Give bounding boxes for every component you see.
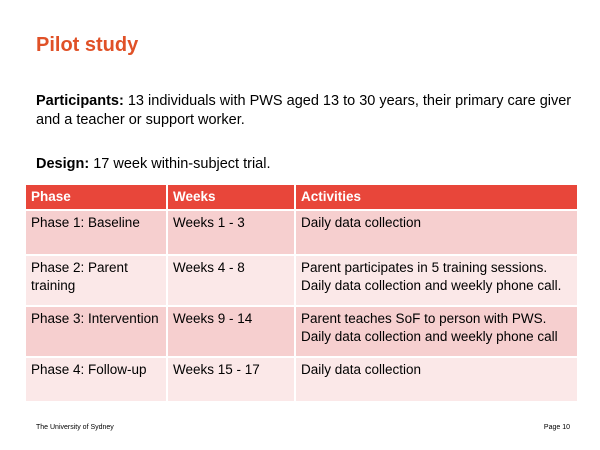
footer-university: The University of Sydney bbox=[36, 424, 114, 431]
table-header-row: Phase Weeks Activities bbox=[24, 183, 579, 211]
design-text: 17 week within-subject trial. bbox=[89, 156, 271, 172]
header-phase: Phase bbox=[24, 183, 168, 211]
cell-weeks: Weeks 1 - 3 bbox=[166, 209, 296, 256]
cell-phase: Phase 3: Intervention bbox=[24, 305, 168, 358]
participants-paragraph: Participants: 13 individuals with PWS ag… bbox=[36, 92, 576, 130]
slide-title: Pilot study bbox=[36, 34, 139, 56]
header-activities: Activities bbox=[294, 183, 579, 211]
design-paragraph: Design: 17 week within-subject trial. bbox=[36, 155, 576, 174]
cell-activities: Daily data collection bbox=[294, 209, 579, 256]
footer-page-number: Page 10 bbox=[543, 424, 570, 431]
cell-activities: Parent participates in 5 training sessio… bbox=[294, 254, 579, 307]
table-row: Phase 4: Follow-up Weeks 15 - 17 Daily d… bbox=[24, 356, 579, 403]
cell-phase: Phase 2: Parent training bbox=[24, 254, 168, 307]
participants-text: 13 individuals with PWS aged 13 to 30 ye… bbox=[36, 93, 572, 128]
cell-activities: Parent teaches SoF to person with PWS. D… bbox=[294, 305, 579, 358]
table-row: Phase 2: Parent training Weeks 4 - 8 Par… bbox=[24, 254, 579, 307]
cell-weeks: Weeks 15 - 17 bbox=[166, 356, 296, 403]
design-label: Design: bbox=[36, 156, 90, 172]
table-row: Phase 1: Baseline Weeks 1 - 3 Daily data… bbox=[24, 209, 579, 256]
cell-weeks: Weeks 9 - 14 bbox=[166, 305, 296, 358]
cell-activities: Daily data collection bbox=[294, 356, 579, 403]
participants-label: Participants: bbox=[36, 93, 124, 109]
cell-phase: Phase 1: Baseline bbox=[24, 209, 168, 256]
cell-weeks: Weeks 4 - 8 bbox=[166, 254, 296, 307]
table-row: Phase 3: Intervention Weeks 9 - 14 Paren… bbox=[24, 305, 579, 358]
phase-table: Phase Weeks Activities Phase 1: Baseline… bbox=[24, 183, 579, 403]
cell-phase: Phase 4: Follow-up bbox=[24, 356, 168, 403]
header-weeks: Weeks bbox=[166, 183, 296, 211]
